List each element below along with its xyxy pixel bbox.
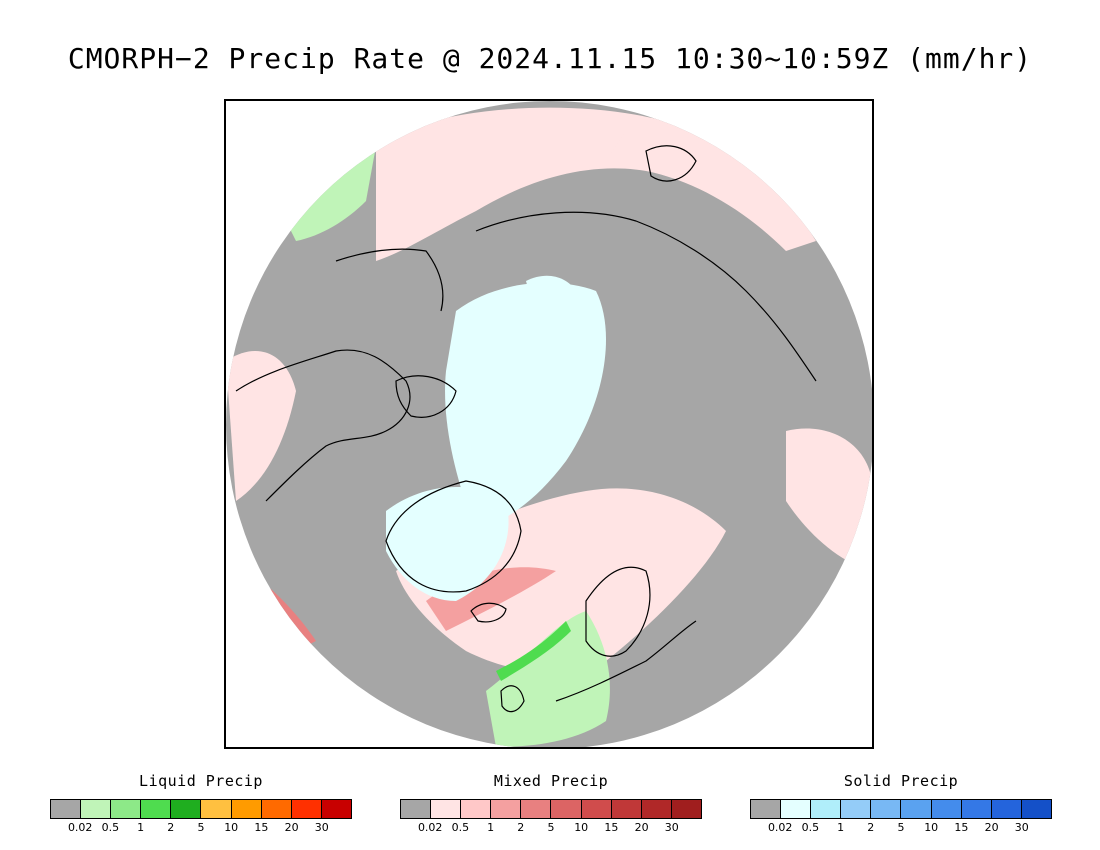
mixed-precip-region-east <box>786 428 872 571</box>
mixed-precip-region-scandinavia <box>552 520 646 606</box>
legend-tick: 30 <box>664 821 679 834</box>
coastline-alaska <box>335 248 444 312</box>
legend-swatches-mixed <box>400 799 702 819</box>
chart-title: CMORPH−2 Precip Rate @ 2024.11.15 10:30~… <box>67 42 1033 75</box>
solid-precip-region-arctic <box>445 282 606 531</box>
legend-swatch <box>871 800 902 818</box>
legend-tick: 1 <box>137 821 145 834</box>
legend-tick: 1 <box>487 821 495 834</box>
coastline-scandinavia <box>585 566 651 657</box>
legend-swatch <box>51 800 82 818</box>
liquid-precip-band-south <box>496 621 571 681</box>
legend-ticks-mixed: 0.02 0.5 1 2 5 10 15 20 30 <box>400 821 702 835</box>
coastline-siberia <box>475 211 817 382</box>
legend-tick: 20 <box>284 821 299 834</box>
legend-tick: 30 <box>1014 821 1029 834</box>
mixed-precip-region-west <box>226 351 296 501</box>
legend-tick: 30 <box>314 821 329 834</box>
legend-swatch <box>671 800 701 818</box>
legend-swatch <box>81 800 112 818</box>
legend-tick: 0.5 <box>101 821 120 834</box>
solid-precip-region-scattered <box>526 275 576 303</box>
legend-tick: 5 <box>197 821 205 834</box>
legend-swatch <box>431 800 462 818</box>
legend-swatch <box>961 800 992 818</box>
legend-tick: 1 <box>837 821 845 834</box>
legend-tick: 10 <box>924 821 939 834</box>
legend-swatch <box>1021 800 1051 818</box>
legend-tick: 10 <box>224 821 239 834</box>
legend-swatch <box>141 800 172 818</box>
coastline-europe <box>555 620 697 702</box>
legend-tick: 20 <box>984 821 999 834</box>
legend-swatch <box>401 800 432 818</box>
legend-tick: 20 <box>634 821 649 834</box>
legend-solid: Solid Precip 0.02 0.5 1 2 5 10 15 20 30 <box>750 772 1052 835</box>
legend-title-solid: Solid Precip <box>843 772 959 790</box>
legend-title-mixed: Mixed Precip <box>493 772 609 790</box>
liquid-precip-region-south <box>486 611 610 747</box>
polar-map <box>224 99 874 749</box>
coastline-arctic-archipelago <box>395 375 457 418</box>
legend-swatches-solid <box>750 799 1052 819</box>
legend-tick: 2 <box>867 821 875 834</box>
legend-liquid: Liquid Precip 0.02 0.5 1 2 5 10 15 20 30 <box>50 772 352 835</box>
legend-swatch <box>841 800 872 818</box>
legend-swatch <box>781 800 812 818</box>
legend-swatch <box>171 800 202 818</box>
legend-swatch <box>231 800 262 818</box>
legend-ticks-liquid: 0.02 0.5 1 2 5 10 15 20 30 <box>50 821 352 835</box>
legend-tick: 2 <box>517 821 525 834</box>
legend-ticks-solid: 0.02 0.5 1 2 5 10 15 20 30 <box>750 821 1052 835</box>
legend-swatch <box>461 800 492 818</box>
legend-tick: 10 <box>574 821 589 834</box>
legend-tick: 0.5 <box>451 821 470 834</box>
legend-mixed: Mixed Precip 0.02 0.5 1 2 5 10 15 20 30 <box>400 772 702 835</box>
legend-swatch <box>321 800 351 818</box>
legend-swatch <box>991 800 1022 818</box>
legend-tick: 15 <box>604 821 619 834</box>
legend-swatch <box>111 800 142 818</box>
coastline-canada <box>235 349 411 502</box>
legend-tick: 0.02 <box>67 821 93 834</box>
legend-tick: 15 <box>954 821 969 834</box>
legend-tick: 0.02 <box>767 821 793 834</box>
legend-swatches-liquid <box>50 799 352 819</box>
legend-tick: 2 <box>167 821 175 834</box>
solid-precip-region-greenland <box>386 487 509 601</box>
legend-swatch <box>521 800 552 818</box>
legend-swatch <box>811 800 842 818</box>
legend-swatch <box>201 800 232 818</box>
legend-tick: 5 <box>897 821 905 834</box>
legend-tick: 5 <box>547 821 555 834</box>
legend-title-liquid: Liquid Precip <box>139 772 263 790</box>
liquid-precip-region-northwest <box>286 146 376 241</box>
map-svg <box>226 101 872 747</box>
coastlines <box>235 145 817 713</box>
precip-field <box>226 101 872 747</box>
coastline-greenland <box>385 480 522 593</box>
legend-swatch <box>641 800 672 818</box>
legend-swatch <box>931 800 962 818</box>
coastline-british-isles <box>500 685 525 713</box>
legend-tick: 15 <box>254 821 269 834</box>
coastline-kamchatka <box>645 145 697 182</box>
coastline-iceland <box>470 602 507 623</box>
legend-swatch <box>261 800 292 818</box>
legend-swatch <box>751 800 782 818</box>
mixed-precip-region-pacific <box>486 115 626 171</box>
legend-swatch <box>291 800 322 818</box>
mixed-precip-region-north <box>376 107 816 261</box>
legend-tick: 0.5 <box>801 821 820 834</box>
legend-swatch <box>581 800 612 818</box>
legend-swatch <box>491 800 522 818</box>
legend-swatch <box>611 800 642 818</box>
legend-tick: 0.02 <box>417 821 443 834</box>
legend-swatch <box>551 800 582 818</box>
legend-swatch <box>901 800 932 818</box>
